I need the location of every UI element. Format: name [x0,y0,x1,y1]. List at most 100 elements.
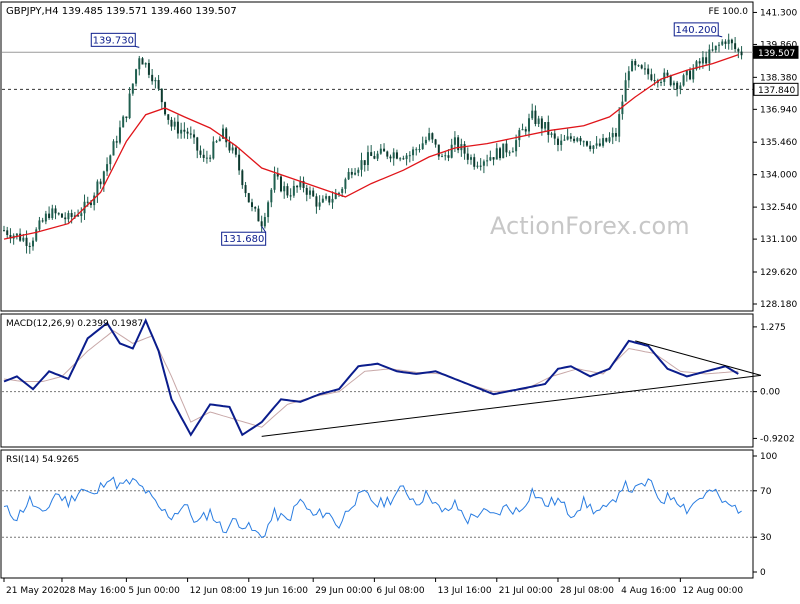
price-callout-label: 140.200 [676,25,717,36]
candle-body [486,160,489,162]
time-axis-label: 5 Jun 00:00 [128,586,180,596]
rsi-label: RSI(14) 54.9265 [6,455,79,465]
candle-body [38,220,41,230]
candle-body [605,138,608,142]
candle-body [89,202,92,206]
candle-body [222,128,225,139]
candle-body [592,145,595,149]
price-series: 139.730 131.680 140.200 [2,22,753,254]
candle-body [318,202,321,207]
price-axis-label: 136.940 [760,105,797,115]
candle-body [244,185,247,194]
candle-body [473,157,476,167]
price-axis-label: 141.300 [760,8,797,18]
price-axis-label: 139.860 [760,40,797,50]
candle-body [547,122,550,135]
candle-body [531,110,534,119]
candle-body [602,138,605,146]
candle-body [3,230,5,232]
candle-body [125,116,128,119]
candle-body [730,39,733,44]
candle-body [354,172,357,175]
candle-body [450,144,453,158]
candle-body [131,83,134,94]
candle-body [193,134,196,138]
candle-body [383,148,386,152]
candle-body [495,148,498,160]
price-axis-label: 131.100 [760,235,797,245]
candle-body [325,196,328,199]
candle-body [672,82,675,86]
candle-body [141,58,144,65]
candle-body [714,45,717,51]
rsi-line [3,476,742,539]
candle-body [189,133,192,135]
candle-body [357,169,360,173]
candle-body [508,152,511,154]
candle-body [444,155,447,157]
candle-body [627,71,630,81]
candle-body [643,68,646,70]
macd-trendline [635,340,762,376]
candle-body [218,138,221,142]
candle-body [676,82,679,90]
candle-body [428,133,431,140]
candle-body [708,49,711,64]
candle-body [183,129,186,132]
price-axis-label: 134.000 [760,171,797,181]
watermark: ActionForex.com [490,212,690,240]
candle-body [424,139,427,144]
candle-body [502,143,505,159]
time-axis-label: 4 Aug 16:00 [621,586,676,596]
candle-body [157,80,160,89]
candle-body [447,155,450,158]
candle-body [350,171,353,175]
candle-body [35,229,38,241]
candle-body [70,213,73,217]
candle-body [624,80,627,102]
candle-body [695,61,698,70]
candle-body [650,74,653,81]
candle-body [515,140,518,152]
price-level-value: 139.507 [758,49,795,59]
candle-body [598,143,601,146]
candle-body [122,116,125,128]
candle-body [608,137,611,142]
candle-body [408,155,411,157]
candle-body [556,138,559,145]
candle-body [653,80,656,82]
candle-body [299,180,302,188]
candle-body [379,148,382,154]
candle-body [395,152,398,159]
macd-trendline [261,374,761,437]
candle-body [147,63,150,75]
candle-body [479,165,482,167]
candle-body [99,181,102,185]
candle-body [215,141,218,143]
candle-body [228,142,231,151]
candle-body [666,72,669,76]
candle-body [173,121,176,127]
candle-body [618,114,621,137]
candle-body [212,141,215,159]
candle-body [524,129,527,132]
candle-body [135,69,138,84]
price-callout-label: 131.680 [223,234,264,245]
macd-series [2,317,762,437]
candle-body [740,51,743,56]
candle-body [711,49,714,51]
candle-body [292,185,295,196]
candle-body [689,70,692,80]
candle-body [701,57,704,64]
candle-body [241,170,244,186]
rsi-series [2,476,753,539]
candle-body [537,118,540,124]
price-callout-box [673,22,719,37]
candle-body [637,65,640,67]
candle-body [402,158,405,160]
candle-body [231,147,234,151]
rsi-axis-label: 0 [760,568,766,578]
time-axis-label: 19 Jun 16:00 [251,586,308,596]
candle-body [321,198,324,203]
